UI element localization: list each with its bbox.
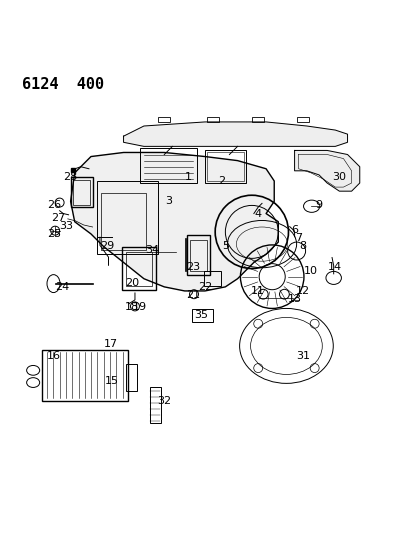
Polygon shape bbox=[123, 122, 347, 147]
Bar bbox=[189, 240, 206, 271]
Text: 5: 5 bbox=[221, 241, 228, 251]
Bar bbox=[139, 148, 196, 183]
Bar bbox=[150, 386, 161, 423]
Text: 18: 18 bbox=[124, 302, 138, 312]
Text: 13: 13 bbox=[287, 294, 301, 304]
Bar bbox=[204, 150, 245, 183]
Text: 6124  400: 6124 400 bbox=[22, 77, 103, 92]
Bar bbox=[191, 309, 213, 322]
Bar bbox=[42, 350, 127, 401]
Text: 31: 31 bbox=[295, 351, 309, 361]
Text: 14: 14 bbox=[328, 262, 342, 271]
Text: 12: 12 bbox=[295, 286, 309, 296]
Bar bbox=[70, 177, 93, 207]
Text: 10: 10 bbox=[303, 265, 317, 276]
Text: 6: 6 bbox=[290, 225, 297, 235]
Text: 15: 15 bbox=[104, 376, 118, 385]
Text: 7: 7 bbox=[294, 233, 301, 243]
Text: 11: 11 bbox=[250, 286, 264, 296]
Text: 3: 3 bbox=[164, 196, 171, 206]
Bar bbox=[186, 235, 210, 274]
Text: 23: 23 bbox=[185, 262, 199, 271]
Text: 32: 32 bbox=[157, 396, 171, 406]
Text: 9: 9 bbox=[315, 200, 322, 211]
Text: 24: 24 bbox=[55, 282, 70, 292]
Text: 8: 8 bbox=[299, 241, 306, 251]
Bar bbox=[125, 364, 137, 391]
Text: 25: 25 bbox=[47, 229, 61, 239]
Text: 26: 26 bbox=[47, 200, 61, 211]
Text: 21: 21 bbox=[185, 290, 199, 300]
Polygon shape bbox=[70, 152, 278, 291]
Text: 30: 30 bbox=[332, 172, 346, 182]
Bar bbox=[207, 152, 243, 181]
Bar bbox=[207, 117, 219, 122]
Bar bbox=[158, 117, 170, 122]
Text: 16: 16 bbox=[47, 351, 61, 361]
Text: 28: 28 bbox=[63, 172, 78, 182]
Text: 35: 35 bbox=[193, 310, 207, 320]
Text: 22: 22 bbox=[198, 282, 211, 292]
Text: 2: 2 bbox=[217, 176, 224, 186]
Polygon shape bbox=[294, 150, 359, 191]
Bar bbox=[101, 193, 146, 250]
Text: 19: 19 bbox=[133, 302, 146, 312]
Text: 1: 1 bbox=[185, 172, 192, 182]
Bar bbox=[97, 181, 158, 254]
Bar bbox=[296, 117, 308, 122]
Bar bbox=[203, 271, 220, 286]
Bar bbox=[126, 252, 151, 286]
Text: 4: 4 bbox=[254, 208, 261, 219]
Bar bbox=[72, 180, 90, 205]
Text: 20: 20 bbox=[124, 278, 138, 288]
Text: 33: 33 bbox=[59, 221, 73, 231]
Text: 34: 34 bbox=[145, 245, 159, 255]
Bar bbox=[251, 117, 263, 122]
Text: 27: 27 bbox=[51, 213, 65, 223]
Text: 17: 17 bbox=[104, 339, 118, 349]
Bar bbox=[121, 247, 156, 290]
Text: 29: 29 bbox=[100, 241, 114, 251]
